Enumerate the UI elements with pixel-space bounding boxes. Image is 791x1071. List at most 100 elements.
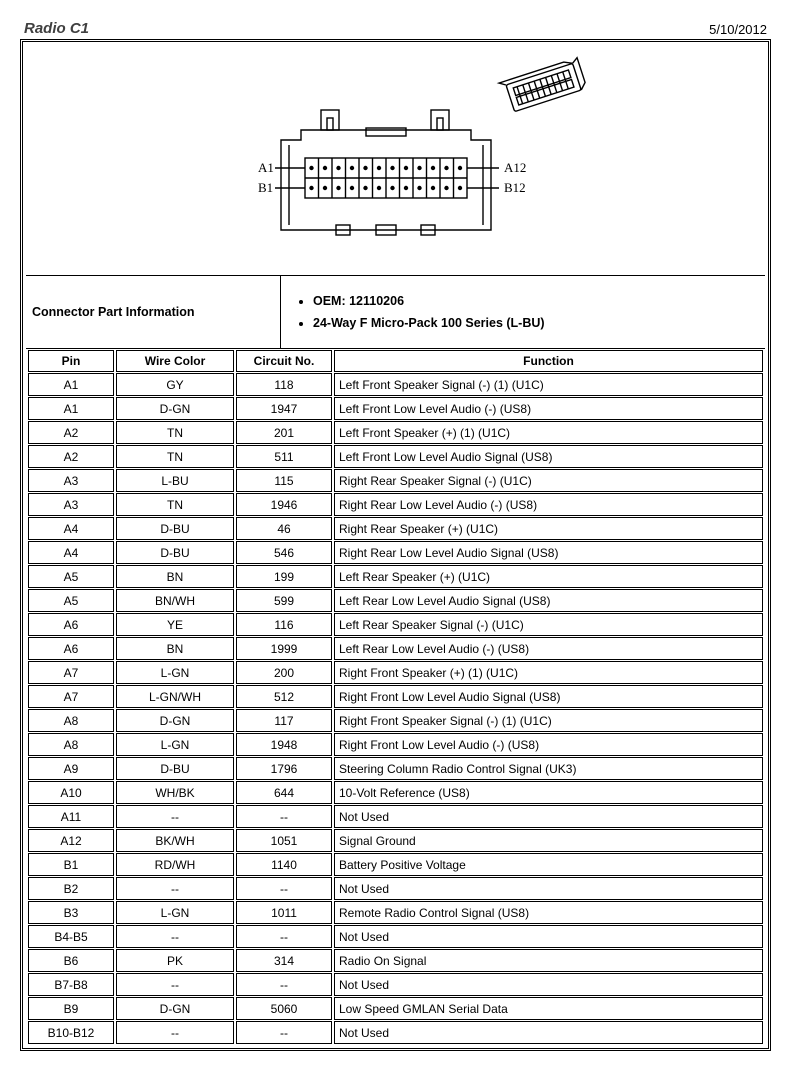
col-circuit: Circuit No. — [236, 350, 332, 372]
table-row: A12BK/WH1051Signal Ground — [28, 829, 763, 852]
cell-circuit: -- — [236, 925, 332, 948]
cell-function: Not Used — [334, 925, 763, 948]
cell-circuit: 1140 — [236, 853, 332, 876]
cell-function: Left Front Speaker (+) (1) (U1C) — [334, 421, 763, 444]
cell-pin: A2 — [28, 421, 114, 444]
cell-function: Signal Ground — [334, 829, 763, 852]
table-row: A5BN/WH599Left Rear Low Level Audio Sign… — [28, 589, 763, 612]
cell-wire-color: D-GN — [116, 997, 234, 1020]
cell-wire-color: -- — [116, 1021, 234, 1044]
table-row: A2TN511Left Front Low Level Audio Signal… — [28, 445, 763, 468]
connector-svg: A1 B1 A12 B12 — [186, 55, 606, 265]
cell-circuit: 200 — [236, 661, 332, 684]
cell-function: 10-Volt Reference (US8) — [334, 781, 763, 804]
table-row: B10-B12----Not Used — [28, 1021, 763, 1044]
cell-wire-color: D-BU — [116, 517, 234, 540]
cell-pin: A1 — [28, 397, 114, 420]
cell-pin: B10-B12 — [28, 1021, 114, 1044]
table-row: A9D-BU1796Steering Column Radio Control … — [28, 757, 763, 780]
table-row: A5BN199Left Rear Speaker (+) (U1C) — [28, 565, 763, 588]
cell-circuit: 512 — [236, 685, 332, 708]
cell-wire-color: D-BU — [116, 541, 234, 564]
cell-function: Left Rear Low Level Audio (-) (US8) — [334, 637, 763, 660]
cell-function: Battery Positive Voltage — [334, 853, 763, 876]
table-row: A8D-GN117Right Front Speaker Signal (-) … — [28, 709, 763, 732]
cell-function: Not Used — [334, 805, 763, 828]
pin-label-b1: B1 — [258, 180, 273, 195]
table-row: B4-B5----Not Used — [28, 925, 763, 948]
cell-function: Right Rear Speaker Signal (-) (U1C) — [334, 469, 763, 492]
cell-circuit: 644 — [236, 781, 332, 804]
cell-wire-color: WH/BK — [116, 781, 234, 804]
page-date: 5/10/2012 — [709, 22, 767, 37]
cell-circuit: 511 — [236, 445, 332, 468]
cell-circuit: 199 — [236, 565, 332, 588]
table-row: A6YE116Left Rear Speaker Signal (-) (U1C… — [28, 613, 763, 636]
cell-circuit: 116 — [236, 613, 332, 636]
series-name: 24-Way F Micro-Pack 100 Series (L-BU) — [313, 316, 759, 330]
cell-wire-color: -- — [116, 973, 234, 996]
cell-wire-color: BN — [116, 637, 234, 660]
cell-circuit: 201 — [236, 421, 332, 444]
cell-circuit: 546 — [236, 541, 332, 564]
cell-function: Not Used — [334, 973, 763, 996]
cell-wire-color: -- — [116, 805, 234, 828]
cell-pin: A10 — [28, 781, 114, 804]
cell-circuit: -- — [236, 877, 332, 900]
cell-pin: A3 — [28, 493, 114, 516]
cell-function: Steering Column Radio Control Signal (UK… — [334, 757, 763, 780]
table-row: A7L-GN200Right Front Speaker (+) (1) (U1… — [28, 661, 763, 684]
cell-pin: A7 — [28, 685, 114, 708]
cell-pin: A9 — [28, 757, 114, 780]
cell-function: Low Speed GMLAN Serial Data — [334, 997, 763, 1020]
cell-pin: A7 — [28, 661, 114, 684]
cell-function: Radio On Signal — [334, 949, 763, 972]
cell-pin: A4 — [28, 517, 114, 540]
cell-wire-color: L-BU — [116, 469, 234, 492]
cell-pin: B1 — [28, 853, 114, 876]
cell-pin: A3 — [28, 469, 114, 492]
table-row: B2----Not Used — [28, 877, 763, 900]
cell-wire-color: L-GN — [116, 661, 234, 684]
table-row: A11----Not Used — [28, 805, 763, 828]
cell-function: Left Rear Low Level Audio Signal (US8) — [334, 589, 763, 612]
table-row: B9D-GN5060Low Speed GMLAN Serial Data — [28, 997, 763, 1020]
cell-function: Right Rear Low Level Audio Signal (US8) — [334, 541, 763, 564]
cell-wire-color: -- — [116, 877, 234, 900]
cell-wire-color: RD/WH — [116, 853, 234, 876]
cell-function: Right Front Low Level Audio Signal (US8) — [334, 685, 763, 708]
cell-circuit: 599 — [236, 589, 332, 612]
cell-circuit: 46 — [236, 517, 332, 540]
table-row: A8L-GN1948Right Front Low Level Audio (-… — [28, 733, 763, 756]
cell-wire-color: BN/WH — [116, 589, 234, 612]
cell-circuit: 314 — [236, 949, 332, 972]
document-frame: A1 B1 A12 B12 Connector Part Information… — [20, 39, 771, 1051]
col-wire-color: Wire Color — [116, 350, 234, 372]
cell-circuit: 1999 — [236, 637, 332, 660]
oem-number: OEM: 12110206 — [313, 294, 759, 308]
cell-circuit: 118 — [236, 373, 332, 396]
cell-wire-color: L-GN/WH — [116, 685, 234, 708]
cell-function: Not Used — [334, 1021, 763, 1044]
table-row: A7L-GN/WH512Right Front Low Level Audio … — [28, 685, 763, 708]
cell-wire-color: BN — [116, 565, 234, 588]
cell-pin: A6 — [28, 613, 114, 636]
cell-pin: A5 — [28, 565, 114, 588]
cell-pin: B6 — [28, 949, 114, 972]
pinout-table: Pin Wire Color Circuit No. Function A1GY… — [26, 349, 765, 1045]
cell-pin: A2 — [28, 445, 114, 468]
cell-circuit: 1948 — [236, 733, 332, 756]
pin-label-a12: A12 — [504, 160, 526, 175]
cell-wire-color: BK/WH — [116, 829, 234, 852]
table-row: B7-B8----Not Used — [28, 973, 763, 996]
cell-function: Right Rear Low Level Audio (-) (US8) — [334, 493, 763, 516]
table-row: A3L-BU115Right Rear Speaker Signal (-) (… — [28, 469, 763, 492]
cell-pin: A6 — [28, 637, 114, 660]
cell-function: Right Front Low Level Audio (-) (US8) — [334, 733, 763, 756]
cell-circuit: -- — [236, 805, 332, 828]
cell-circuit: 1051 — [236, 829, 332, 852]
cell-wire-color: TN — [116, 421, 234, 444]
cell-circuit: -- — [236, 973, 332, 996]
cell-circuit: 1796 — [236, 757, 332, 780]
table-row: B6PK314Radio On Signal — [28, 949, 763, 972]
